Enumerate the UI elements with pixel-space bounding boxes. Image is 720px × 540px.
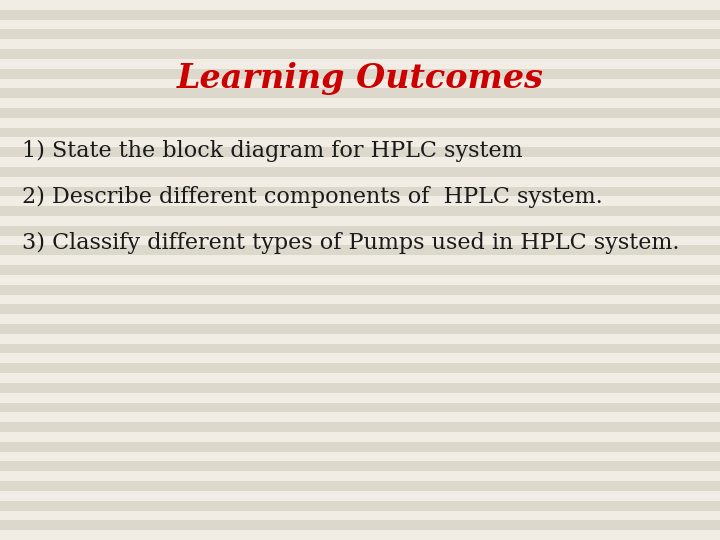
Bar (0, 255, 720, 265)
Bar (0, 373, 720, 383)
Bar (0, 275, 720, 285)
Bar (0, 89, 720, 98)
Text: 3) Classify different types of Pumps used in HPLC system.: 3) Classify different types of Pumps use… (22, 232, 679, 254)
Bar (0, 314, 720, 324)
Bar (0, 471, 720, 481)
Text: Learning Outcomes: Learning Outcomes (176, 62, 544, 95)
Bar (0, 216, 720, 226)
Bar (0, 186, 720, 197)
Bar (0, 354, 720, 363)
Bar (0, 451, 720, 462)
Bar (0, 197, 720, 206)
Bar (0, 501, 720, 510)
Bar (0, 491, 720, 501)
Bar (0, 413, 720, 422)
Bar (0, 30, 720, 39)
Bar (0, 78, 720, 89)
Bar (0, 246, 720, 255)
Bar (0, 432, 720, 442)
Bar (0, 59, 720, 69)
Bar (0, 334, 720, 343)
Bar (0, 138, 720, 147)
Bar (0, 481, 720, 491)
Bar (0, 108, 720, 118)
Bar (0, 442, 720, 451)
Bar (0, 98, 720, 108)
Text: 2) Describe different components of  HPLC system.: 2) Describe different components of HPLC… (22, 186, 603, 208)
Bar (0, 305, 720, 314)
Bar (0, 127, 720, 138)
Bar (0, 383, 720, 393)
Bar (0, 0, 720, 10)
Bar (0, 462, 720, 471)
Bar (0, 167, 720, 177)
Bar (0, 294, 720, 305)
Text: 1) State the block diagram for HPLC system: 1) State the block diagram for HPLC syst… (22, 140, 522, 162)
Bar (0, 177, 720, 186)
Bar (0, 393, 720, 402)
Bar (0, 510, 720, 521)
Bar (0, 235, 720, 246)
Bar (0, 206, 720, 216)
Bar (0, 69, 720, 78)
Bar (0, 226, 720, 235)
Bar (0, 147, 720, 157)
Bar (0, 19, 720, 30)
Bar (0, 265, 720, 275)
Bar (0, 530, 720, 540)
Bar (0, 39, 720, 49)
Bar (0, 49, 720, 59)
Bar (0, 363, 720, 373)
Bar (0, 343, 720, 354)
Bar (0, 422, 720, 432)
Bar (0, 118, 720, 127)
Bar (0, 157, 720, 167)
Bar (0, 285, 720, 294)
Bar (0, 324, 720, 334)
Bar (0, 402, 720, 413)
Bar (0, 10, 720, 19)
Bar (0, 521, 720, 530)
